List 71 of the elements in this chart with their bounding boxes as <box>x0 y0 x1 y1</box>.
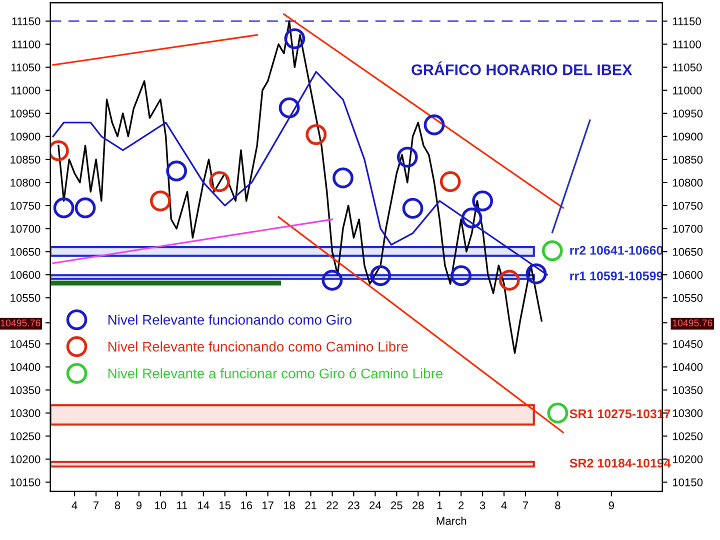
y2-tick-label: 10150 <box>672 478 703 486</box>
y-tick-label: 11150 <box>12 17 40 26</box>
y2-tick-label: 11100 <box>672 40 701 48</box>
y-tick-label: 10300 <box>10 409 40 418</box>
y-tick-label: 10495.76 <box>0 320 40 326</box>
y2-tick-label: 10850 <box>672 156 703 164</box>
y2-tick-label: 10950 <box>672 110 703 118</box>
x-tick-label: 14 <box>198 502 210 510</box>
y-tick-label: 10550 <box>10 294 40 302</box>
text: March <box>436 516 466 525</box>
y-tick-label: 10750 <box>10 202 40 210</box>
y2-tick-label: 10300 <box>672 409 703 418</box>
y2-tick-label: 10350 <box>672 386 703 394</box>
y-tick-label: 10950 <box>10 110 40 118</box>
y2-tick-label: 10600 <box>672 270 703 279</box>
y2-tick-label: 10495.76 <box>672 320 712 326</box>
y2-tick-label: 11050 <box>672 64 702 72</box>
x-tick-label: 15 <box>220 502 231 510</box>
y2-tick-label: 11150 <box>672 17 701 26</box>
y-tick-label: 11050 <box>11 64 40 72</box>
y-tick-label: 10900 <box>10 132 40 141</box>
x-tick-label: 9 <box>608 501 614 510</box>
y-tick-label: 10700 <box>10 224 40 233</box>
y-tick-label: 10200 <box>10 455 40 464</box>
y-tick-label: 10450 <box>10 340 40 348</box>
y-tick-label: 10350 <box>10 386 40 394</box>
x-tick-label: 4 <box>72 502 78 510</box>
x-tick-label: 8 <box>555 501 560 510</box>
x-tick-label: 23 <box>348 501 360 510</box>
x-tick-label: 11 <box>177 502 188 510</box>
y2-tick-label: 10550 <box>672 294 703 302</box>
x-tick-label: 7 <box>94 502 99 510</box>
y-tick-label: 10800 <box>10 178 40 187</box>
y2-tick-label: 10750 <box>672 202 703 210</box>
y2-tick-label: 10450 <box>672 340 703 348</box>
y-tick-label: 10650 <box>10 248 40 256</box>
x-tick-label: 4 <box>501 502 507 510</box>
x-tick-label: 8 <box>114 501 120 510</box>
x-tick-label: 10 <box>155 501 166 510</box>
x-tick-label: 18 <box>284 501 295 510</box>
legend-label: Nivel Relevante funcionando como Camino Libre <box>108 341 408 352</box>
x-tick-label: 7 <box>522 502 528 510</box>
legend-label: Nivel Relevante funcionando como Giro <box>108 314 352 325</box>
y-tick-label: 10400 <box>10 363 40 372</box>
y-tick-label: 10850 <box>10 156 40 164</box>
y2-tick-label: 10900 <box>672 132 703 141</box>
text: GRÁFICO HORARIO DEL IBEX <box>412 62 632 76</box>
y-tick-label: 10600 <box>10 270 40 279</box>
x-tick-label: 25 <box>391 501 402 510</box>
x-tick-label: 16 <box>241 501 252 510</box>
y2-tick-label: 10200 <box>672 455 703 464</box>
y2-tick-label: 10650 <box>672 248 703 256</box>
y-tick-label: 10250 <box>10 432 40 440</box>
y-tick-label: 10150 <box>10 478 40 486</box>
y2-tick-label: 10800 <box>672 178 703 187</box>
x-tick-label: 9 <box>136 501 142 510</box>
x-tick-label: 17 <box>262 502 274 510</box>
y2-tick-label: 10700 <box>672 224 703 233</box>
x-tick-label: 24 <box>370 501 382 510</box>
y2-tick-label: 10400 <box>672 363 703 372</box>
x-tick-label: 1 <box>437 502 442 510</box>
y-tick-label: 11000 <box>11 86 40 94</box>
x-tick-label: 2 <box>458 501 464 510</box>
y-tick-label: 11100 <box>12 40 40 48</box>
y2-tick-label: 10250 <box>672 432 703 440</box>
x-tick-label: 22 <box>326 501 338 510</box>
x-tick-label: 3 <box>480 501 486 510</box>
legend-label: Nivel Relevante a funcionar como Giro ó Camino Libre <box>108 368 443 378</box>
x-tick-label: 28 <box>412 501 424 510</box>
x-tick-label: 21 <box>305 501 316 510</box>
y2-tick-label: 11000 <box>672 86 702 94</box>
